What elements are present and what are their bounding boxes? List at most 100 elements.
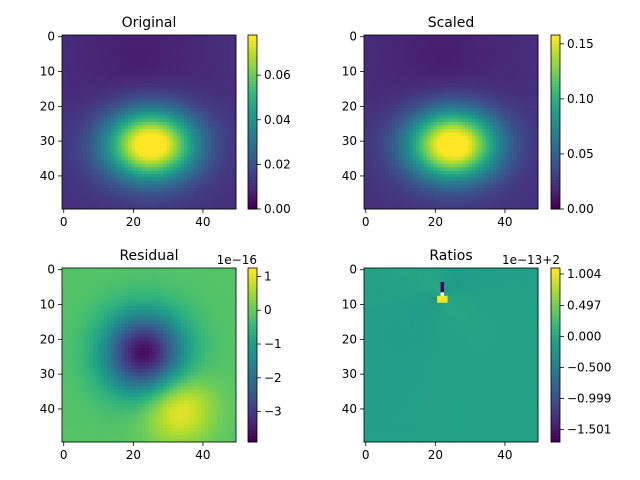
heatmap-cell — [138, 174, 143, 179]
heatmap-cell — [437, 76, 441, 81]
heatmap-cell — [402, 73, 407, 78]
heatmap-cell — [86, 38, 91, 43]
heatmap-cell — [381, 69, 386, 74]
heatmap-cell — [451, 45, 455, 50]
heatmap-cell — [364, 170, 368, 175]
heatmap-cell — [194, 69, 199, 74]
heatmap-cell — [398, 149, 403, 154]
heatmap-cell — [229, 76, 233, 81]
heatmap-cell — [485, 181, 490, 186]
heatmap-cell — [204, 73, 209, 78]
heatmap-cell — [426, 122, 431, 126]
heatmap-cell — [176, 188, 181, 192]
heatmap-cell — [531, 125, 535, 130]
heatmap-cell — [169, 139, 174, 144]
heatmap-cell — [135, 202, 139, 206]
heatmap-cell — [534, 125, 539, 130]
heatmap-cell — [180, 83, 185, 88]
heatmap-cell — [391, 48, 396, 53]
heatmap-cell — [93, 167, 98, 172]
heatmap-cell — [485, 111, 490, 116]
heatmap-cell — [68, 156, 73, 161]
heatmap-cell — [145, 38, 150, 43]
heatmap-cell — [211, 45, 216, 50]
heatmap-cell — [433, 111, 438, 116]
heatmap-cell — [412, 149, 417, 154]
heatmap-cell — [138, 195, 143, 199]
heatmap-cell — [145, 184, 150, 189]
heatmap-cell — [75, 90, 80, 95]
heatmap-cell — [152, 202, 157, 206]
heatmap-cell — [496, 41, 501, 46]
heatmap-cell — [117, 111, 122, 116]
heatmap-cell — [405, 94, 410, 99]
heatmap-cell — [100, 142, 105, 147]
heatmap-cell — [381, 97, 386, 102]
heatmap-cell — [489, 38, 494, 43]
heatmap-cell — [475, 41, 480, 46]
heatmap-cell — [461, 52, 466, 57]
heatmap-cell — [110, 174, 115, 179]
heatmap-cell — [395, 135, 400, 140]
heatmap-cell — [79, 101, 84, 105]
heatmap-cell — [204, 195, 209, 199]
heatmap-cell — [517, 62, 521, 67]
heatmap-cell — [65, 115, 70, 119]
heatmap-cell — [86, 111, 91, 116]
heatmap-cell — [215, 205, 219, 210]
heatmap-cell — [162, 163, 167, 168]
heatmap-cell — [447, 160, 452, 165]
heatmap-cell — [93, 122, 98, 126]
heatmap-cell — [531, 76, 535, 81]
heatmap-cell — [485, 115, 490, 119]
heatmap-cell — [117, 181, 122, 186]
heatmap-cell — [534, 52, 539, 57]
heatmap-cell — [176, 35, 181, 39]
heatmap-cell — [461, 188, 466, 192]
heatmap-cell — [190, 125, 195, 130]
heatmap-cell — [68, 202, 73, 206]
heatmap-cell — [103, 163, 108, 168]
heatmap-cell — [225, 66, 230, 71]
heatmap-cell — [155, 108, 160, 112]
heatmap-cell — [409, 153, 414, 158]
heatmap-cell — [155, 90, 160, 95]
heatmap-cell — [409, 132, 414, 137]
heatmap-cell — [138, 160, 143, 165]
heatmap-cell — [107, 83, 112, 88]
heatmap-cell — [145, 115, 150, 119]
heatmap-cell — [211, 115, 216, 119]
heatmap-cell — [124, 80, 129, 85]
heatmap-cell — [381, 128, 386, 133]
heatmap-cell — [138, 146, 143, 151]
heatmap-cell — [117, 66, 122, 71]
heatmap-cell — [208, 35, 213, 39]
heatmap-cell — [114, 52, 119, 57]
heatmap-cell — [121, 115, 126, 119]
heatmap-cell — [197, 101, 202, 105]
heatmap-cell — [468, 142, 473, 147]
heatmap-cell — [475, 45, 480, 50]
heatmap-cell — [149, 101, 153, 105]
heatmap-cell — [416, 55, 421, 60]
heatmap-cell — [468, 101, 473, 105]
heatmap-cell — [86, 66, 91, 71]
heatmap-cell — [176, 62, 181, 67]
heatmap-cell — [194, 76, 199, 81]
heatmap-cell — [79, 62, 84, 67]
heatmap-cell — [232, 41, 237, 46]
heatmap-cell — [121, 101, 126, 105]
heatmap-cell — [461, 104, 466, 109]
heatmap-cell — [138, 97, 143, 102]
heatmap-cell — [152, 160, 157, 165]
heatmap-cell — [451, 135, 455, 140]
heatmap-cell — [388, 62, 393, 67]
colorbar-segment — [248, 124, 257, 129]
heatmap-cell — [503, 48, 508, 53]
heatmap-cell — [225, 52, 230, 57]
heatmap-cell — [405, 132, 410, 137]
heatmap-cell — [96, 167, 101, 172]
heatmap-cell — [162, 83, 167, 88]
heatmap-cell — [503, 139, 508, 144]
heatmap-cell — [499, 66, 504, 71]
